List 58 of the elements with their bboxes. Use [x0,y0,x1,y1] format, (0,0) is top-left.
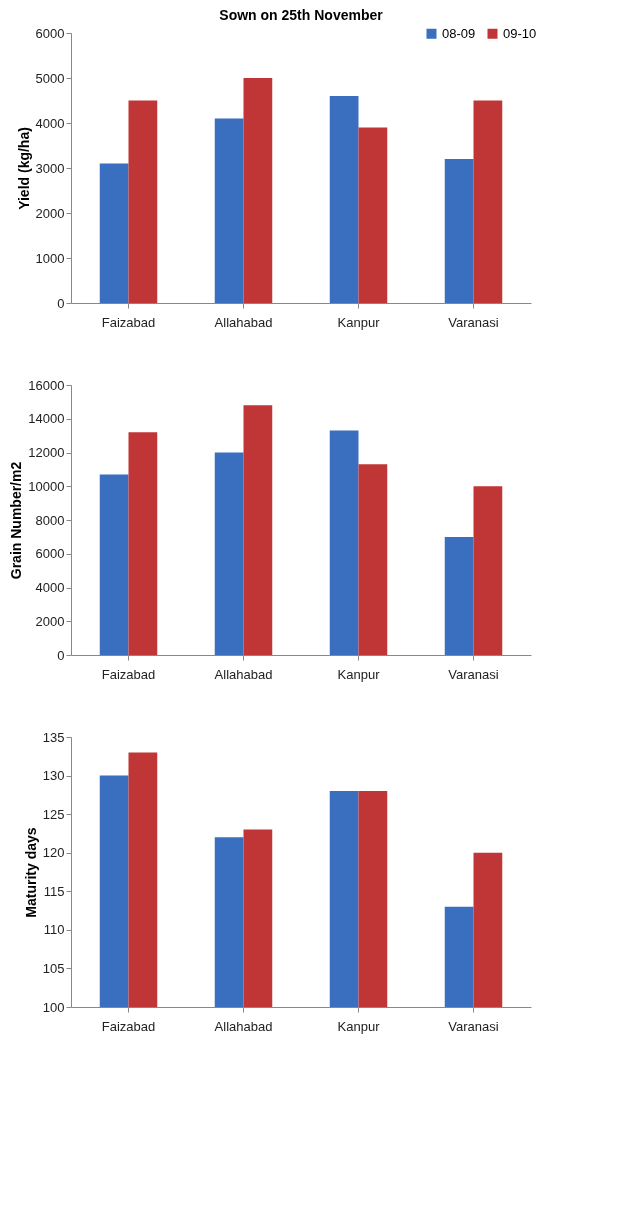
y-tick-label: 4000 [35,115,65,131]
x-tick-label: Allahabad [214,314,273,330]
y-tick-label: 120 [42,845,65,861]
y-tick-label: 14000 [28,411,65,427]
bar [358,464,388,655]
y-tick-label: 105 [42,960,65,976]
x-tick-label: Varanasi [448,1018,499,1034]
y-tick-label: 1000 [35,250,65,266]
bar [243,78,273,303]
y-tick-label: 16000 [28,377,65,393]
x-tick-label: Faizabad [101,1018,156,1034]
x-tick-label: Faizabad [101,314,156,330]
y-axis-title: Maturity days [22,827,39,918]
bar [214,118,244,303]
bar [243,405,273,655]
x-tick-label: Varanasi [448,314,499,330]
y-tick-label: 12000 [28,445,65,460]
bar [473,486,503,655]
y-tick-label: 4000 [35,580,65,595]
bar [128,100,158,303]
y-axis-title: Yield (kg/ha) [15,127,32,210]
x-tick-label: Kanpur [337,1018,381,1034]
bar [444,536,474,655]
x-tick-label: Kanpur [337,666,381,682]
bar [329,96,359,303]
y-tick-label: 0 [57,295,65,311]
bar [444,159,474,303]
bar [358,127,388,303]
legend-label: 08-09 [442,25,476,41]
bar [128,432,158,655]
y-tick-label: 5000 [35,70,65,86]
y-axis-title: Grain Number/m2 [8,461,25,580]
y-tick-label: 6000 [35,25,65,41]
y-tick-label: 3000 [35,160,65,176]
legend-label: 09-10 [503,25,537,41]
y-tick-label: 6000 [35,546,65,562]
y-tick-label: 110 [43,922,65,938]
y-tick-label: 135 [42,729,65,745]
bar [473,100,503,303]
bar [99,163,129,303]
y-tick-label: 100 [42,999,65,1015]
x-tick-label: Faizabad [101,666,156,682]
x-tick-label: Allahabad [214,666,273,682]
bar [214,452,244,655]
y-tick-label: 125 [42,806,65,822]
y-tick-label: 2000 [35,205,65,221]
chart-title: Sown on 25th November [219,7,384,23]
y-tick-label: 10000 [28,478,65,494]
y-tick-label: 8000 [35,512,65,528]
x-tick-label: Kanpur [337,314,381,330]
x-tick-label: Varanasi [448,666,499,682]
y-tick-label: 0 [57,647,65,663]
x-tick-label: Allahabad [214,1018,273,1034]
y-tick-label: 2000 [35,613,65,629]
bar [329,430,359,655]
y-tick-label: 115 [43,883,65,899]
y-tick-label: 130 [42,768,65,784]
bar [99,474,129,655]
